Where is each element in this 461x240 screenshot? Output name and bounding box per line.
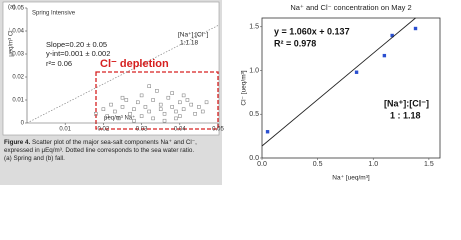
point [147, 84, 151, 88]
caption-line: expressed in μEq/m³. Dotted line corresp… [4, 147, 195, 155]
point [193, 112, 197, 116]
point [390, 33, 394, 38]
point [113, 109, 117, 114]
point [151, 98, 155, 102]
point [155, 89, 159, 93]
x-tick-label: 0.05 [212, 127, 224, 133]
x-axis-title: Na⁺ [ueq/m³] [332, 175, 370, 182]
point [170, 91, 174, 95]
annotation: [Na⁺]:[Cl⁻] [384, 98, 429, 108]
point [174, 109, 178, 114]
point [413, 26, 418, 31]
x-tick-label: 0.01 [59, 127, 71, 133]
point [158, 107, 163, 111]
point [139, 114, 144, 118]
y-tick-label: 0.03 [12, 52, 24, 58]
point [94, 112, 98, 116]
point [166, 95, 171, 100]
point [178, 100, 182, 105]
chart-title: Spring Intensive [32, 11, 76, 17]
annotation: 1 : 1.18 [390, 110, 421, 120]
y-axis-title: Cl⁻ [ueq/m³] [241, 70, 248, 105]
x-axis-title: μeq/m³ Na⁺ [104, 115, 135, 122]
x-tick-label: 0.02 [98, 127, 110, 133]
annotation: Slope=0.20 ± 0.05 [46, 40, 107, 49]
point [109, 102, 113, 107]
point [170, 105, 174, 109]
figure: 0 0.01 0.02 0.03 0.04 0.05 0.01 0.02 0.03 0.04 0.0… [0, 0, 441, 185]
point [181, 107, 186, 111]
page: {"chart_data": [ {"type": "scatter", "pa… [0, 0, 441, 185]
caption-line: (a) Spring and (b) fall. [4, 155, 65, 163]
y-tick-label: 0 [21, 121, 25, 127]
x-tick-label: 0.04 [174, 127, 186, 133]
depletion-box [95, 71, 219, 130]
annotation: R² = 0.978 [274, 38, 316, 48]
y-tick-label: 1.0 [249, 67, 259, 74]
point [139, 93, 144, 98]
panel-label: (a) [8, 5, 15, 11]
point [162, 118, 167, 123]
point [189, 102, 194, 107]
annotation: [Na⁺]:[Cl⁻] [178, 32, 209, 39]
x-tick-label: 0.0 [257, 161, 267, 168]
y-tick-label: 0.01 [12, 98, 24, 104]
point [120, 95, 125, 100]
y-tick-label: 0.0 [249, 155, 259, 162]
x-tick-label: 0.5 [313, 161, 323, 168]
x-tick-label: 1.0 [368, 161, 378, 168]
panel-a-frame [2, 1, 220, 136]
point [151, 116, 155, 121]
annotation: r²= 0.06 [46, 59, 72, 68]
annotation: 1:1.18 [180, 40, 198, 47]
point [128, 112, 132, 116]
point [147, 109, 151, 114]
y-tick-label: 0.04 [12, 29, 24, 35]
point [178, 114, 182, 118]
y-tick-label: 1.5 [249, 24, 259, 31]
point [158, 102, 163, 107]
point [120, 105, 125, 109]
caption-label: Figure 4. [4, 139, 31, 146]
annotation: y-int=0.001 ± 0.002 [46, 49, 110, 58]
chart-title: Na⁺ and Cl⁻ concentration on May 2 [290, 3, 411, 12]
point [143, 105, 148, 109]
caption: Figure 4. Scatter plot of the major sea-… [4, 139, 218, 164]
caption-line: Scatter plot of the major sea-salt compo… [32, 139, 197, 146]
annotation: y = 1.060x + 0.137 [274, 26, 350, 36]
x-tick-label: 1.5 [424, 161, 434, 168]
point [105, 114, 109, 118]
fit-line [261, 17, 416, 147]
point [136, 100, 140, 105]
point [132, 118, 136, 123]
point [354, 70, 359, 74]
point [181, 93, 186, 98]
x-tick-label: 0.03 [136, 127, 148, 133]
point [132, 107, 136, 111]
y-tick-label: 0.05 [12, 6, 24, 12]
point [174, 116, 178, 121]
point [162, 112, 167, 116]
point [116, 116, 121, 121]
y-tick-label: 0.02 [12, 75, 24, 81]
point [197, 105, 201, 109]
point [382, 53, 387, 58]
y-axis-title: μeq/m³ Cl⁻ [9, 27, 15, 56]
point [265, 130, 270, 134]
y-tick-label: 0.5 [249, 111, 259, 118]
annotation: Cl⁻ depletion [100, 58, 169, 70]
point [185, 98, 190, 102]
plot-frame [261, 17, 441, 159]
point [204, 100, 209, 105]
point [124, 98, 129, 102]
point [200, 109, 205, 114]
point [101, 107, 106, 111]
